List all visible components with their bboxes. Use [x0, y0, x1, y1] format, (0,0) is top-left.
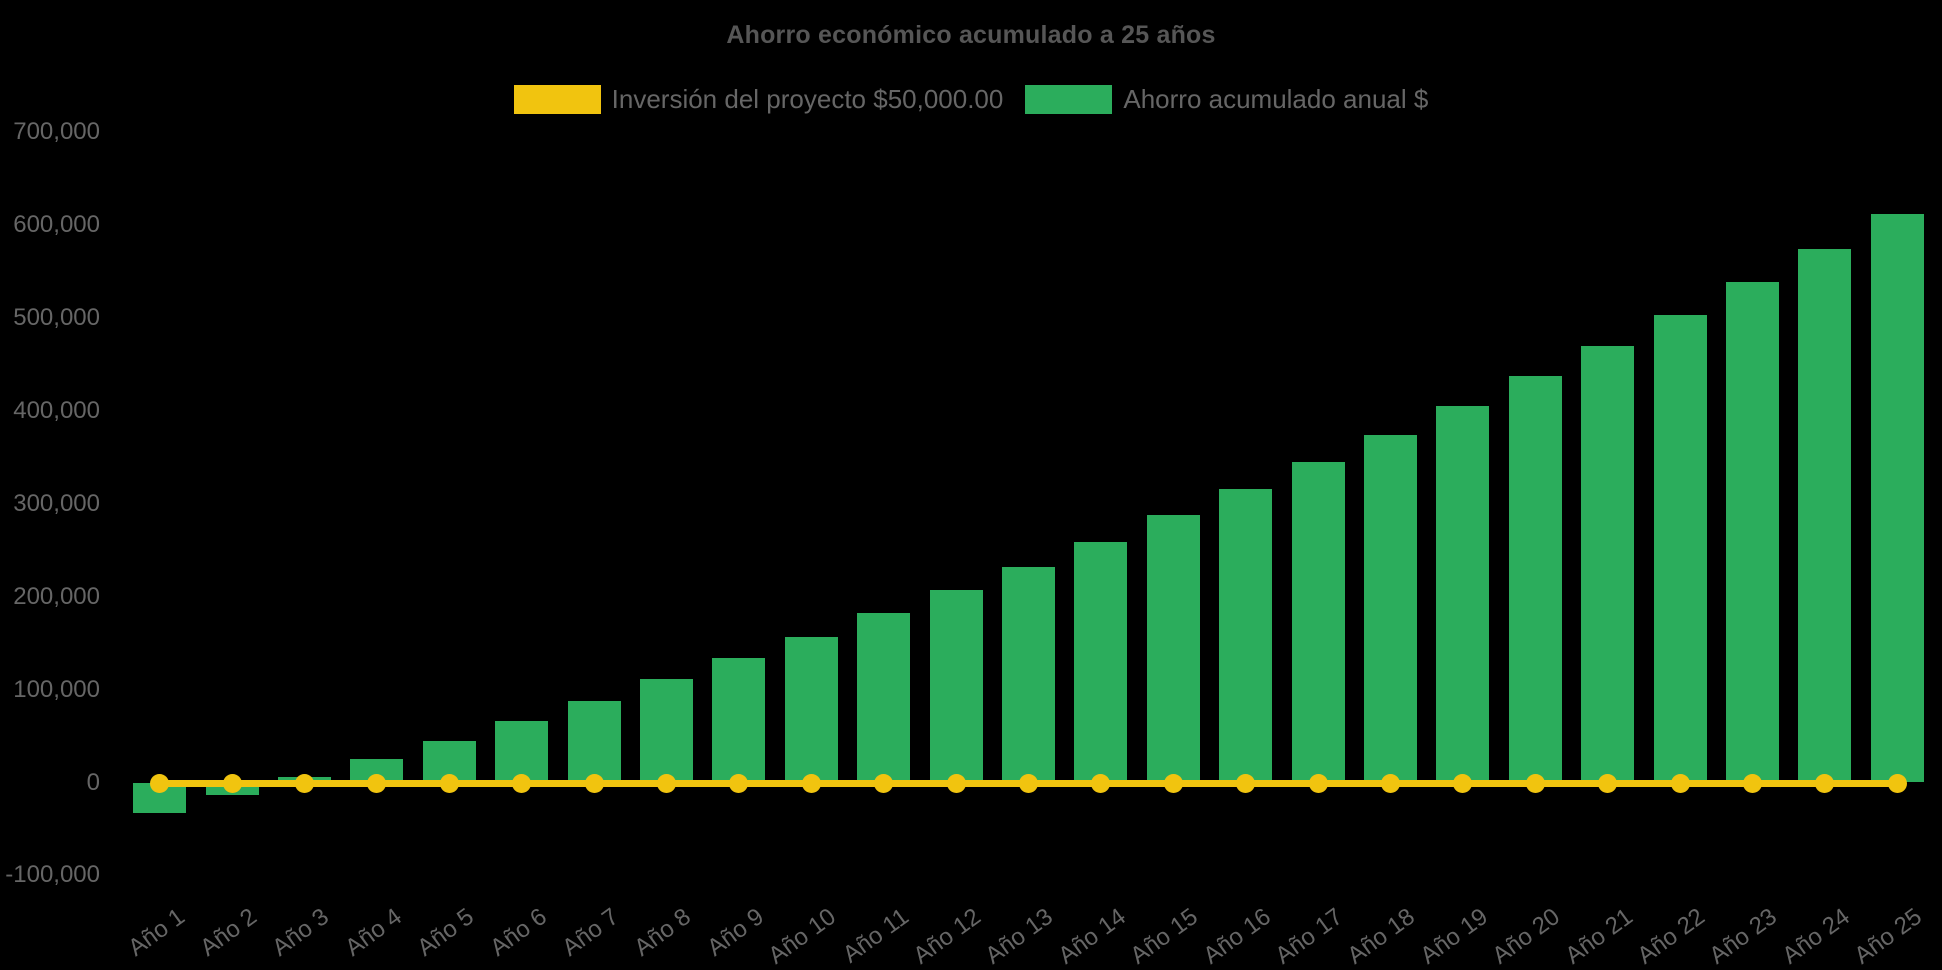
savings-bar-año-6 [495, 721, 549, 783]
savings-bar-año-17 [1291, 461, 1345, 783]
investment-line-point [439, 773, 459, 793]
investment-line-point [1091, 773, 1111, 793]
chart-legend: Inversión del proyecto $50,000.00 Ahorro… [0, 84, 1942, 115]
investment-line-point [222, 773, 242, 793]
savings-bar-año-11 [857, 613, 911, 783]
savings-bar-año-13 [1001, 566, 1055, 783]
y-axis-tick-label: 700,000 [13, 117, 100, 145]
savings-bar-año-14 [1074, 541, 1128, 783]
investment-line-point [1163, 773, 1183, 793]
legend-item-investment[interactable]: Inversión del proyecto $50,000.00 [513, 84, 1004, 115]
savings-bar-año-10 [784, 636, 838, 783]
x-axis-label: Año 18 [1342, 903, 1421, 970]
investment-line-point [1742, 773, 1762, 793]
investment-line-point [874, 773, 894, 793]
x-axis-label: Año 17 [1270, 903, 1348, 970]
investment-line-point [1815, 773, 1835, 793]
investment-line-point [584, 773, 604, 793]
y-axis-tick-label: 400,000 [13, 396, 100, 424]
x-axis-label: Año 21 [1560, 903, 1638, 970]
y-axis-tick-label: -100,000 [5, 861, 100, 889]
investment-line-point [946, 773, 966, 793]
savings-bar-año-25 [1870, 213, 1924, 783]
y-axis-tick-label: 100,000 [13, 675, 100, 703]
x-axis-label: Año 20 [1487, 903, 1566, 970]
savings-bar-año-8 [639, 679, 693, 783]
y-axis-tick-label: 500,000 [13, 303, 100, 331]
y-axis-tick-label: 0 [86, 768, 100, 796]
x-axis-label: Año 14 [1053, 903, 1131, 970]
x-axis-label: Año 23 [1704, 903, 1783, 970]
x-axis-label: Año 11 [837, 903, 914, 969]
chart-title: Ahorro económico acumulado a 25 años [726, 21, 1216, 49]
legend-item-savings[interactable]: Ahorro acumulado anual $ [1025, 84, 1428, 115]
savings-bar-año-20 [1508, 376, 1562, 783]
x-axis-label: Año 1 [122, 903, 190, 962]
investment-line-point [150, 773, 170, 793]
x-axis-label: Año 7 [557, 903, 624, 962]
savings-bar-año-15 [1146, 514, 1200, 783]
x-axis-label: Año 13 [980, 903, 1059, 970]
investment-line-point [294, 773, 314, 793]
savings-bar-año-16 [1219, 488, 1273, 783]
x-axis-label: Año 5 [412, 903, 480, 962]
savings-bar-año-12 [929, 590, 983, 783]
x-axis-label: Año 9 [702, 903, 769, 962]
x-axis-label: Año 6 [484, 903, 552, 962]
x-axis-label: Año 25 [1849, 903, 1928, 970]
x-axis-label: Año 19 [1415, 903, 1493, 970]
y-axis-tick-label: 600,000 [13, 210, 100, 238]
x-axis-label: Año 15 [1125, 903, 1204, 970]
savings-bar-año-22 [1653, 315, 1707, 783]
legend-swatch-savings [1025, 85, 1113, 114]
x-axis-label: Año 16 [1198, 903, 1276, 970]
investment-line-point [512, 773, 532, 793]
legend-swatch-investment [513, 85, 601, 114]
x-axis-label: Año 22 [1632, 903, 1710, 970]
savings-bar-año-18 [1363, 434, 1417, 783]
investment-line-point [1236, 773, 1256, 793]
savings-bar-año-9 [712, 657, 766, 783]
investment-line-point [1308, 773, 1328, 793]
savings-bar-año-19 [1436, 406, 1490, 783]
y-axis-tick-label: 300,000 [13, 489, 100, 517]
investment-line-point [656, 773, 676, 793]
x-axis-label: Año 10 [763, 903, 842, 970]
x-axis-label: Año 12 [908, 903, 986, 970]
x-axis-label: Año 4 [340, 903, 407, 962]
investment-line-point [1525, 773, 1545, 793]
savings-bar-año-21 [1581, 345, 1635, 783]
savings-bar-año-7 [567, 700, 621, 783]
investment-line-point [1380, 773, 1400, 793]
savings-bar-año-4 [350, 759, 404, 783]
x-axis-label: Año 2 [195, 903, 262, 962]
investment-line-point [367, 773, 387, 793]
investment-line-point [1598, 773, 1618, 793]
savings-bar-año-23 [1725, 281, 1779, 783]
investment-line-point [1018, 773, 1038, 793]
investment-line-point [729, 773, 749, 793]
investment-line-point [801, 773, 821, 793]
savings-bar-año-24 [1798, 249, 1852, 783]
legend-label-savings: Ahorro acumulado anual $ [1123, 84, 1429, 114]
x-axis-label: Año 24 [1777, 903, 1855, 970]
legend-label-investment: Inversión del proyecto $50,000.00 [611, 84, 1004, 114]
investment-line-point [1887, 773, 1907, 793]
investment-line-point [1453, 773, 1473, 793]
x-axis-label: Año 3 [267, 903, 335, 962]
x-axis-label: Año 8 [629, 903, 697, 962]
investment-line-point [1670, 773, 1690, 793]
y-axis-tick-label: 200,000 [13, 582, 100, 610]
